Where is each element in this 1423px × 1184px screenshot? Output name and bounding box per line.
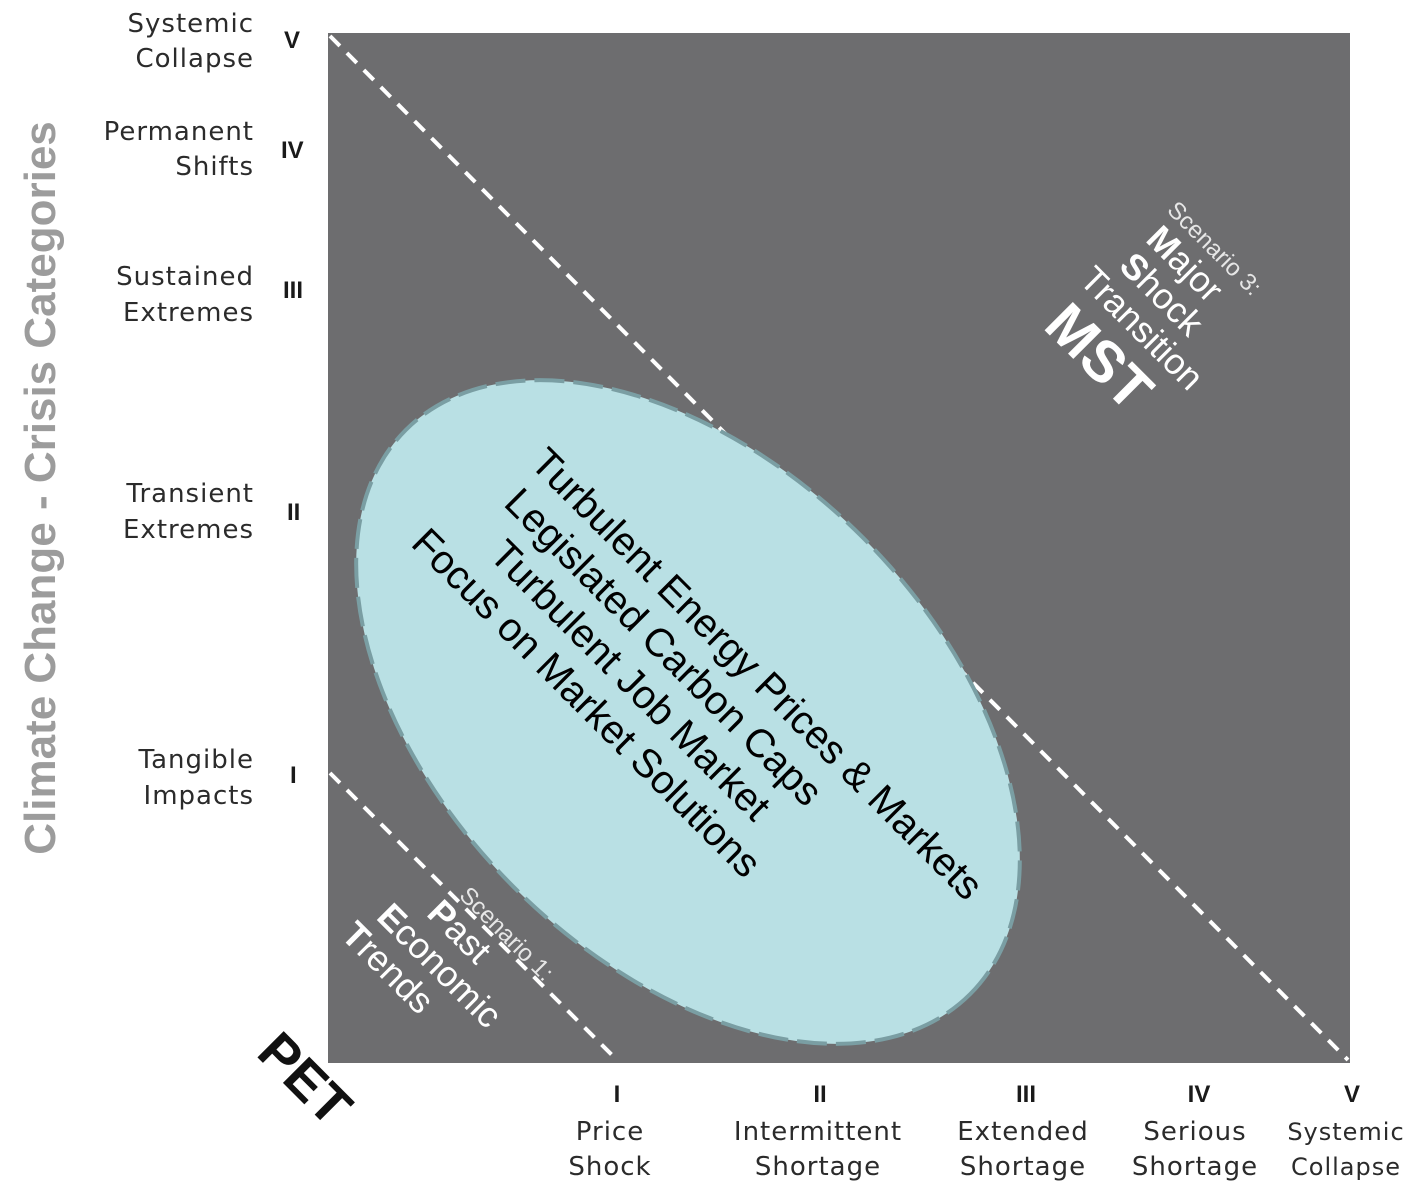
x-level-5-line1: Systemic	[1287, 1118, 1404, 1146]
y-level-5-line2: Collapse	[136, 44, 255, 74]
y-level-4: Permanent Shifts IV	[104, 117, 304, 182]
y-level-1-line1: Tangible	[138, 745, 254, 775]
y-axis-title: Climate Change - Crisis Categories	[16, 121, 65, 855]
y-level-3-roman: III	[283, 277, 303, 304]
y-level-1: Tangible Impacts I	[138, 745, 297, 811]
y-level-4-line1: Permanent	[104, 117, 254, 147]
y-level-2-roman: II	[287, 499, 300, 526]
x-level-4-roman: IV	[1188, 1081, 1211, 1108]
x-level-3-roman: III	[1016, 1081, 1036, 1108]
x-level-2: II Intermittent Shortage	[734, 1081, 902, 1182]
scenario1-boundary-line	[328, 771, 620, 1063]
y-level-2-line2: Extremes	[123, 515, 254, 545]
x-level-3-line2: Shortage	[960, 1152, 1086, 1182]
y-level-3-line1: Sustained	[116, 262, 254, 292]
y-level-5: Systemic Collapse V	[128, 9, 301, 74]
y-level-3-line2: Extremes	[123, 298, 254, 328]
x-level-2-line2: Shortage	[755, 1152, 881, 1182]
x-level-5-roman: V	[1344, 1081, 1360, 1108]
x-level-5-line2: Collapse	[1291, 1153, 1401, 1181]
x-level-1-roman: I	[614, 1081, 621, 1108]
x-level-2-line1: Intermittent	[734, 1117, 902, 1147]
y-level-5-line1: Systemic	[128, 9, 254, 39]
scenario2-ellipse	[354, 378, 1022, 1046]
x-level-4-line1: Serious	[1143, 1117, 1246, 1147]
x-level-2-roman: II	[813, 1081, 826, 1108]
y-level-2: Transient Extremes II	[123, 479, 300, 545]
y-level-4-line2: Shifts	[175, 152, 254, 182]
y-level-5-roman: V	[284, 27, 300, 54]
x-level-4: IV Serious Shortage	[1132, 1081, 1258, 1182]
x-level-1-line2: Shock	[568, 1152, 651, 1182]
x-level-3-line1: Extended	[957, 1117, 1089, 1147]
y-level-4-roman: IV	[281, 137, 304, 164]
x-level-4-line2: Shortage	[1132, 1152, 1258, 1182]
y-level-3: Sustained Extremes III	[116, 262, 303, 328]
y-level-1-roman: I	[290, 762, 297, 789]
y-level-1-line2: Impacts	[144, 781, 254, 811]
x-level-5: V Systemic Collapse	[1287, 1081, 1404, 1181]
x-level-3: III Extended Shortage	[957, 1081, 1089, 1182]
y-level-3-line1: Transient	[125, 479, 254, 509]
x-level-1-line1: Price	[576, 1117, 644, 1147]
x-level-1: I Price Shock	[568, 1081, 651, 1182]
